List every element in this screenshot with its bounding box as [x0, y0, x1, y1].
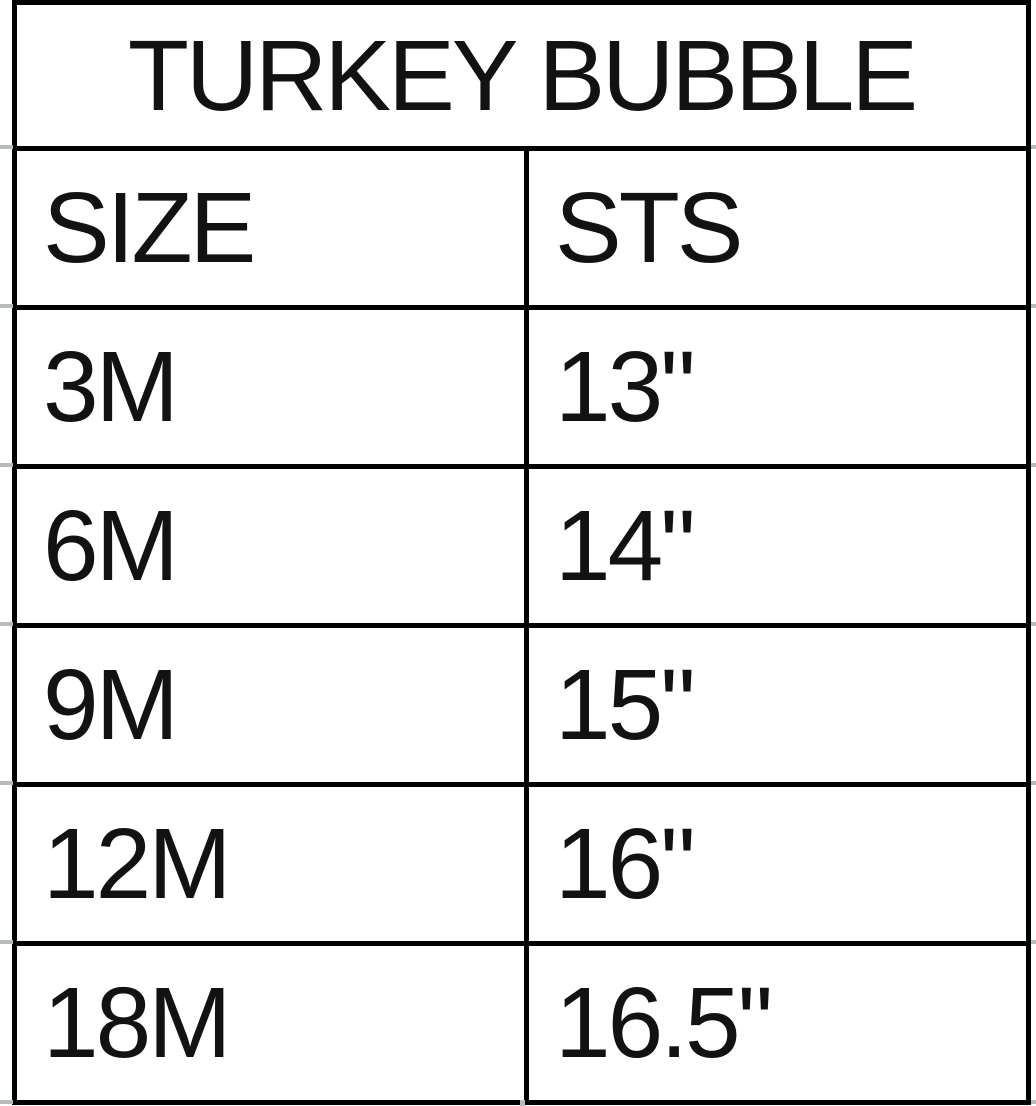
gridline-stub [0, 304, 13, 308]
gridline-stub [0, 1100, 13, 1104]
gridline-stub [1031, 781, 1036, 785]
table-title: TURKEY BUBBLE [12, 0, 1031, 151]
table-row: 3M 13" [12, 305, 1031, 469]
gridline-stub [0, 145, 13, 149]
table-row: 6M 14" [12, 464, 1031, 628]
title-row: TURKEY BUBBLE [12, 0, 1031, 151]
gridline-stub [520, 1100, 525, 1106]
sts-cell: 13" [524, 305, 1031, 469]
gridline-stub [1031, 304, 1036, 308]
table-row: 12M 16" [12, 782, 1031, 946]
size-cell: 9M [12, 623, 529, 787]
header-row: SIZE STS [12, 146, 1031, 310]
table-row: 18M 16.5" [12, 941, 1031, 1105]
gridline-stub [0, 781, 13, 785]
gridline-stub [1031, 940, 1036, 944]
gridline-stub [0, 622, 13, 626]
gridline-stub [0, 940, 13, 944]
size-cell: 18M [12, 941, 529, 1105]
column-header-size: SIZE [12, 146, 529, 310]
gridline-stub [1031, 1100, 1036, 1104]
gridline-stub [1031, 145, 1036, 149]
sts-cell: 16.5" [524, 941, 1031, 1105]
size-cell: 6M [12, 464, 529, 628]
size-chart-table: TURKEY BUBBLE SIZE STS 3M 13" 6M 14" 9M … [12, 0, 1031, 1105]
column-header-sts: STS [524, 146, 1031, 310]
sts-cell: 14" [524, 464, 1031, 628]
size-cell: 3M [12, 305, 529, 469]
table-row: 9M 15" [12, 623, 1031, 787]
sts-cell: 15" [524, 623, 1031, 787]
size-cell: 12M [12, 782, 529, 946]
gridline-stub [1031, 622, 1036, 626]
gridline-stub [0, 463, 13, 467]
gridline-stub [1031, 463, 1036, 467]
sts-cell: 16" [524, 782, 1031, 946]
